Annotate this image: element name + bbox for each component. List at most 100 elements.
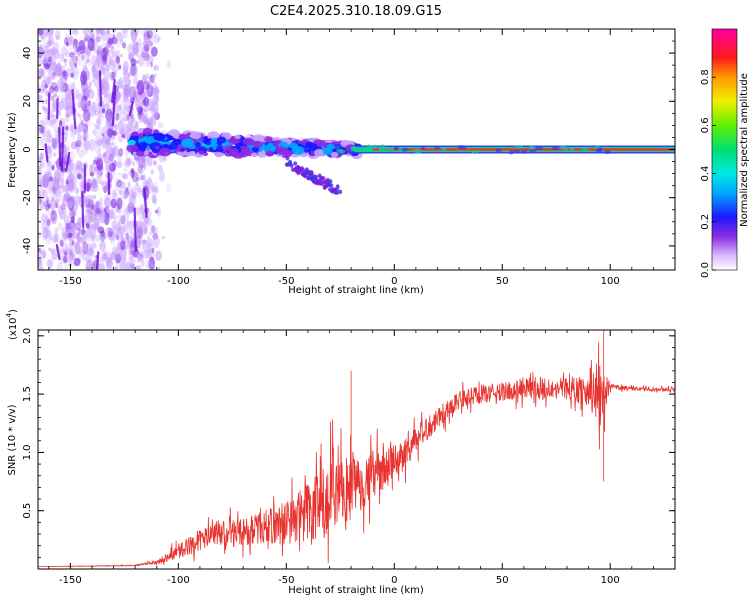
spectrogram-noise-dot: [107, 50, 111, 56]
spectrogram-noise-dot: [151, 193, 157, 204]
spectrogram-noise-dot: [150, 263, 154, 267]
spectrogram-carrier-dot: [508, 150, 514, 155]
spectrogram-noise-dot: [137, 166, 144, 177]
snr-multiplier-base: (x10: [8, 317, 19, 340]
spectrogram-noise-dot: [93, 217, 100, 229]
spectrogram-noise-dot: [143, 113, 149, 119]
spectrogram-carrier-dot: [559, 145, 567, 150]
spectrogram-signal-blob: [291, 146, 305, 155]
spectrogram-noise-dot: [93, 204, 101, 214]
spectrogram-noise-dot: [69, 156, 73, 162]
spectrogram-carrier-dot: [366, 144, 372, 149]
spectrogram-noise-dot: [130, 190, 135, 199]
spectrogram-noise-dot: [91, 203, 96, 209]
spectrogram-noise-dot: [122, 107, 130, 118]
spectrogram-xtick-label: -100: [167, 276, 190, 287]
spectrogram-noise-dot: [46, 199, 49, 204]
spectrogram-noise-dot: [78, 39, 86, 51]
spectrogram-noise-dot: [124, 70, 128, 76]
spectrogram-noise-dot: [77, 162, 85, 171]
spectrogram-noise-dot: [128, 195, 135, 208]
snr-y-label: SNR (10 * v/v): [7, 404, 18, 475]
spectrogram-noise-dot: [54, 160, 57, 166]
spectrogram-noise-dot: [116, 226, 123, 238]
spectrogram-noise-dot: [71, 200, 78, 213]
spectrogram-noise-dot: [122, 41, 126, 45]
spectrogram-noise-dot: [76, 54, 84, 66]
spectrogram-noise-dot: [71, 54, 75, 61]
spectrogram-noise-dot: [50, 198, 57, 209]
spectrogram-noise-dot: [38, 247, 41, 252]
spectrogram-noise-dot: [143, 228, 148, 233]
spectrogram-noise-dot: [88, 247, 95, 256]
spectrogram-noise-dot: [122, 107, 127, 116]
spectrogram-noise-dot: [111, 220, 118, 230]
spectrogram-noise-dot: [130, 264, 135, 270]
spectrogram-noise-dot: [86, 48, 91, 58]
spectrogram-x-axis: -150 -100 -50 0 50 100: [48, 29, 676, 287]
spectrogram-noise-dot: [38, 102, 42, 107]
spectrogram-noise-dot: [61, 199, 68, 210]
spectrogram-noise-dot: [51, 253, 58, 261]
spectrogram-noise-dot: [109, 234, 116, 246]
spectrogram-noise-dot: [134, 120, 139, 130]
spectrogram-branch-blob: [300, 166, 305, 171]
spectrogram-noise-dot: [39, 155, 43, 160]
spectrogram-noise-dot: [78, 216, 81, 223]
spectrogram-noise-dot: [38, 131, 42, 135]
spectrogram-noise-dot: [118, 181, 126, 190]
spectrogram-noise-dot: [95, 58, 101, 69]
spectrogram-noise-streak: [58, 126, 62, 167]
spectrogram-noise-dot: [47, 234, 53, 241]
spectrogram-noise-dot: [135, 206, 142, 216]
spectrogram-noise-dot: [94, 141, 102, 155]
spectrogram-noise-dot: [61, 207, 67, 215]
spectrogram-noise-dot: [78, 140, 83, 149]
spectrogram-noise-dot: [121, 29, 129, 34]
spectrogram-noise-dot: [92, 70, 96, 78]
spectrogram-noise-dot: [104, 43, 108, 49]
spectrogram-signal-blob: [198, 150, 205, 155]
spectrogram-noise-dot: [151, 247, 155, 254]
spectrogram-noise-dot: [91, 204, 95, 210]
spectrogram-noise-dot: [65, 110, 71, 118]
spectrogram-branch-blob: [312, 179, 317, 184]
spectrogram-branch-blob: [285, 156, 290, 161]
spectrogram-noise-dot: [92, 195, 96, 200]
spectrogram-noise-dot: [145, 217, 151, 222]
spectrogram-noise-dot: [139, 236, 144, 244]
spectrogram-noise-dot: [78, 247, 83, 256]
spectrogram-noise-dot: [68, 35, 75, 46]
spectrogram-noise-dot: [66, 252, 72, 263]
spectrogram-carrier-dot: [350, 145, 357, 150]
spectrogram-noise-dot: [138, 53, 145, 67]
spectrogram-noise-dot: [44, 31, 48, 37]
spectrogram-noise-dot: [148, 246, 154, 255]
spectrogram-noise-dot: [113, 136, 116, 141]
spectrogram-signal-blob: [135, 150, 145, 157]
spectrogram-noise-dot: [70, 196, 74, 202]
spectrogram-noise-dot: [58, 100, 65, 110]
spectrogram-signal-blob: [214, 151, 223, 158]
spectrogram-noise-dot: [128, 192, 137, 208]
spectrogram-noise-dot: [120, 38, 124, 46]
spectrogram-noise-dot: [73, 257, 81, 267]
spectrogram-carrier-dot: [529, 148, 537, 153]
spectrogram-noise-dot: [38, 165, 42, 176]
spectrogram-noise-dot: [152, 233, 159, 240]
spectrogram-noise-streak: [60, 126, 65, 172]
spectrogram-noise-dot: [57, 110, 62, 114]
spectrogram-noise-dot: [75, 89, 79, 95]
spectrogram-noise-dot: [76, 124, 83, 133]
spectrogram-noise-dot: [42, 189, 48, 198]
spectrogram-noise-dot: [121, 186, 128, 198]
spectrogram-noise-dot: [151, 186, 155, 193]
spectrogram-noise-dot: [80, 119, 85, 127]
spectrogram-noise-dot: [116, 42, 120, 49]
spectrogram-carrier-dot: [371, 144, 378, 149]
spectrogram-noise-dot: [116, 220, 121, 228]
spectrogram-noise-dot: [109, 58, 116, 71]
spectrogram-branch-blob: [306, 169, 311, 174]
spectrogram-noise-dot: [111, 71, 116, 81]
spectrogram-noise-dot: [70, 29, 76, 35]
